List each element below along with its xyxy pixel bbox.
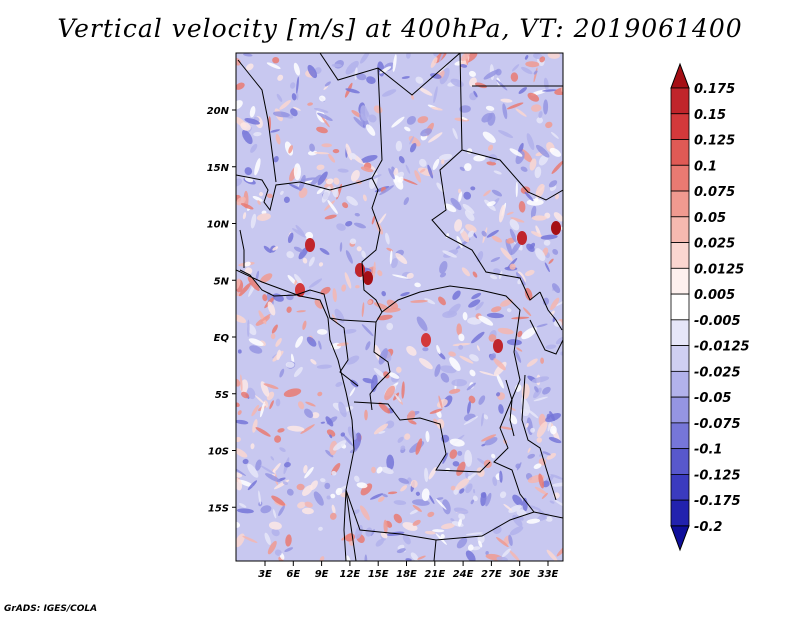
- colorbar-segment: [670, 190, 690, 218]
- colorbar-segment: [670, 87, 690, 115]
- coastline: [236, 269, 355, 561]
- colorbar-segment: [670, 242, 690, 269]
- colorbar-segment: [670, 396, 690, 424]
- colorbar-label: -0.125: [694, 468, 741, 483]
- lat-label: 5S: [215, 390, 229, 401]
- map-frame: [235, 52, 564, 562]
- colorbar-segment: [670, 319, 690, 346]
- grads-credit: GrADS: IGES/COLA: [4, 604, 98, 614]
- lon-label: 24E: [453, 569, 474, 580]
- colorbar-label: -0.025: [694, 365, 741, 380]
- colorbar-segment: [670, 422, 690, 450]
- colorbar-segment: [670, 113, 690, 140]
- colorbar: 0.175 0.15 0.125 0.1 0.075 0.05 0.025 0.0125 0.0…: [670, 62, 750, 552]
- lat-label: EQ: [214, 333, 230, 344]
- colorbar-bottom-arrow: [670, 525, 690, 552]
- lon-label: 33E: [538, 569, 559, 580]
- colorbar-segment: [670, 267, 690, 295]
- colorbar-label: 0.15: [694, 108, 726, 123]
- lat-label: 10S: [208, 447, 229, 458]
- lon-label: 21E: [424, 569, 445, 580]
- colorbar-label: 0.05: [694, 211, 726, 226]
- colorbar-segment: [670, 499, 690, 527]
- lon-label: 12E: [340, 569, 361, 580]
- velocity-field: [236, 53, 563, 561]
- map-title: Vertical velocity [m/s] at 400hPa, VT: 2…: [57, 14, 743, 43]
- colorbar-label: -0.0125: [694, 340, 750, 355]
- colorbar-segment: [670, 473, 690, 501]
- longitude-axis: 3E 6E 9E 12E 15E 18E 21E 24E 27E 30E 33E: [258, 561, 559, 580]
- lon-label: 9E: [315, 569, 329, 580]
- colorbar-segment: [670, 448, 690, 475]
- lon-label: 27E: [481, 569, 502, 580]
- colorbar-label: 0.175: [694, 82, 735, 97]
- colorbar-label: -0.075: [694, 417, 741, 432]
- colorbar-segment: [670, 216, 690, 243]
- colorbar-label: 0.125: [694, 134, 735, 149]
- lat-label: 5N: [214, 276, 230, 287]
- lat-label: 10N: [207, 220, 230, 231]
- colorbar-label: -0.2: [694, 520, 722, 535]
- colorbar-segment: [670, 164, 690, 192]
- lon-label: 30E: [509, 569, 530, 580]
- colorbar-label: 0.005: [694, 288, 735, 303]
- lat-label: 15N: [207, 163, 230, 174]
- colorbar-segment: [670, 345, 690, 372]
- colorbar-label: -0.175: [694, 494, 741, 509]
- colorbar-segment: [670, 370, 690, 398]
- colorbar-segment: [670, 293, 690, 321]
- colorbar-top-arrow: [670, 62, 690, 89]
- colorbar-label: -0.1: [694, 443, 722, 458]
- colorbar-label: 0.075: [694, 185, 735, 200]
- lat-label: 15S: [208, 503, 229, 514]
- latitude-axis: 20N 15N 10N 5N EQ 5S 10S 15S: [207, 106, 236, 514]
- lat-label: 20N: [207, 106, 230, 117]
- colorbar-label: -0.005: [694, 314, 741, 329]
- lon-label: 6E: [286, 569, 300, 580]
- colorbar-label: -0.05: [694, 391, 731, 406]
- colorbar-label: 0.025: [694, 237, 735, 252]
- lon-label: 3E: [258, 569, 272, 580]
- colorbar-segment: [670, 139, 690, 166]
- colorbar-label: 0.1: [694, 159, 717, 174]
- colorbar-label: 0.0125: [694, 262, 744, 277]
- lon-label: 15E: [368, 569, 389, 580]
- lon-label: 18E: [396, 569, 417, 580]
- country-borders: [236, 53, 563, 561]
